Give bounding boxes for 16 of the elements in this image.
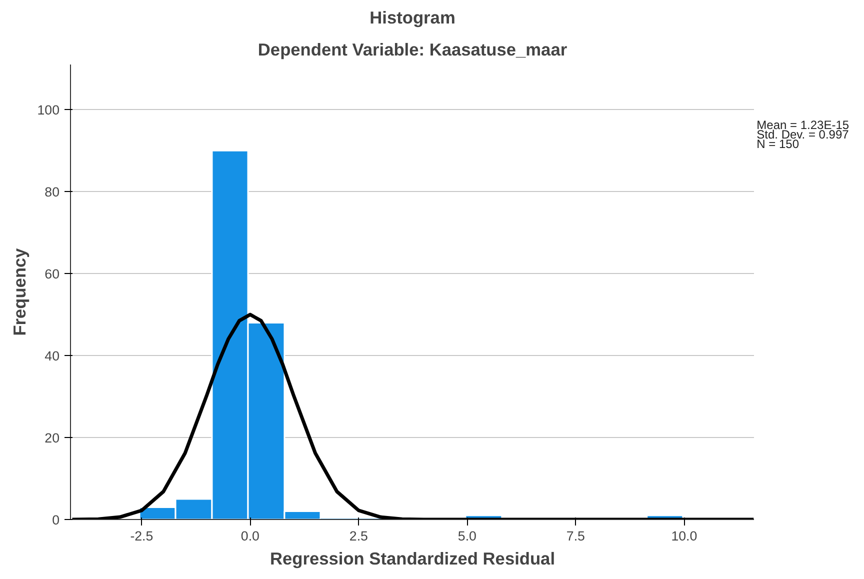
x-tick-label: 0.0	[240, 528, 260, 544]
chart-title: Histogram	[370, 8, 456, 28]
y-tick-label: 0	[52, 512, 60, 528]
x-axis-title: Regression Standardized Residual	[270, 548, 556, 568]
y-tick-label: 80	[44, 184, 60, 200]
y-tick-label: 40	[44, 348, 60, 364]
x-tick-label: 7.5	[566, 528, 585, 544]
x-tick-label: 10.0	[671, 528, 698, 544]
y-tick-label: 60	[44, 266, 60, 282]
y-tick-label: 20	[44, 430, 60, 446]
y-tick-label: 100	[37, 102, 60, 118]
x-tick-label: 5.0	[458, 528, 476, 544]
chart-subtitle: Dependent Variable: Kaasatuse_maar	[258, 40, 568, 60]
x-tick-label: -2.5	[130, 528, 154, 544]
x-tick-label: 2.5	[349, 528, 368, 544]
y-axis-title: Frequency	[9, 248, 30, 336]
